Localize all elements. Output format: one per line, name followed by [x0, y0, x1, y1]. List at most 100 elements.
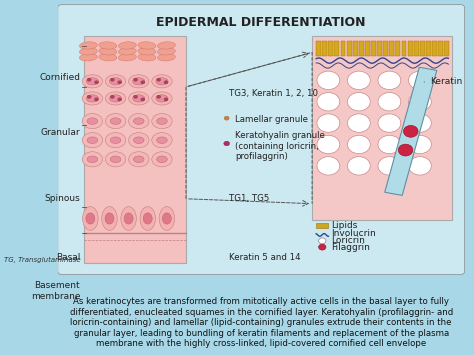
- Ellipse shape: [86, 78, 99, 85]
- Circle shape: [409, 93, 431, 111]
- Ellipse shape: [105, 213, 114, 224]
- Ellipse shape: [134, 118, 144, 124]
- Ellipse shape: [157, 48, 175, 55]
- Text: EPIDERMAL DIFFERENTIATION: EPIDERMAL DIFFERENTIATION: [156, 16, 366, 29]
- Bar: [322, 41, 327, 56]
- Circle shape: [134, 95, 137, 98]
- FancyBboxPatch shape: [84, 36, 186, 263]
- Text: Spinous: Spinous: [45, 194, 80, 203]
- Bar: [432, 41, 437, 56]
- Ellipse shape: [157, 137, 167, 143]
- Circle shape: [317, 135, 340, 154]
- Bar: [335, 41, 339, 56]
- Circle shape: [409, 135, 431, 154]
- Ellipse shape: [99, 48, 117, 55]
- Circle shape: [94, 98, 99, 101]
- Circle shape: [317, 157, 340, 175]
- Ellipse shape: [128, 92, 149, 105]
- Circle shape: [141, 81, 145, 84]
- Circle shape: [378, 157, 401, 175]
- Ellipse shape: [152, 152, 172, 167]
- Circle shape: [409, 114, 431, 132]
- Ellipse shape: [163, 213, 171, 224]
- Ellipse shape: [118, 48, 137, 55]
- Ellipse shape: [105, 133, 126, 148]
- Circle shape: [409, 71, 431, 89]
- Ellipse shape: [152, 133, 172, 148]
- Circle shape: [347, 157, 370, 175]
- Bar: [365, 41, 370, 56]
- Ellipse shape: [86, 213, 95, 224]
- Ellipse shape: [105, 152, 126, 167]
- Circle shape: [141, 98, 145, 101]
- Text: Filaggrin: Filaggrin: [332, 242, 371, 252]
- Ellipse shape: [82, 207, 98, 230]
- Circle shape: [347, 135, 370, 154]
- Circle shape: [378, 135, 401, 154]
- Ellipse shape: [159, 207, 174, 230]
- Circle shape: [319, 238, 326, 244]
- Text: TG1, TG5: TG1, TG5: [228, 194, 269, 203]
- Circle shape: [87, 95, 91, 98]
- Ellipse shape: [87, 137, 98, 143]
- Circle shape: [409, 157, 431, 175]
- Ellipse shape: [110, 156, 121, 163]
- Ellipse shape: [118, 42, 137, 49]
- Text: Keratohyalin granule
(containing loricrin,
profilaggrin): Keratohyalin granule (containing loricri…: [235, 131, 325, 161]
- Circle shape: [87, 78, 91, 81]
- Text: As keratinocytes are transformed from mitotically active cells in the basal laye: As keratinocytes are transformed from mi…: [70, 297, 453, 348]
- Ellipse shape: [134, 156, 144, 163]
- Ellipse shape: [109, 78, 122, 85]
- Ellipse shape: [133, 78, 145, 85]
- Bar: [408, 41, 412, 56]
- Bar: [328, 41, 333, 56]
- Circle shape: [317, 71, 340, 89]
- Ellipse shape: [156, 95, 168, 102]
- Circle shape: [317, 114, 340, 132]
- Text: Keratin 5 and 14: Keratin 5 and 14: [228, 253, 301, 262]
- FancyBboxPatch shape: [312, 36, 453, 220]
- Text: TG, Transglutaminase: TG, Transglutaminase: [4, 257, 80, 263]
- Ellipse shape: [86, 95, 99, 102]
- Circle shape: [224, 141, 229, 146]
- Ellipse shape: [138, 42, 156, 49]
- Ellipse shape: [118, 54, 137, 61]
- Circle shape: [134, 78, 137, 81]
- Circle shape: [94, 81, 99, 84]
- Bar: [316, 41, 321, 56]
- Ellipse shape: [140, 207, 155, 230]
- Ellipse shape: [128, 114, 149, 129]
- Text: Lipids: Lipids: [332, 221, 358, 230]
- Ellipse shape: [152, 114, 172, 129]
- Ellipse shape: [82, 92, 102, 105]
- Ellipse shape: [138, 54, 156, 61]
- Ellipse shape: [128, 152, 149, 167]
- Polygon shape: [385, 67, 437, 195]
- Text: Cornified: Cornified: [39, 72, 80, 82]
- Circle shape: [317, 93, 340, 111]
- Ellipse shape: [105, 75, 126, 88]
- Circle shape: [224, 116, 229, 120]
- Ellipse shape: [134, 137, 144, 143]
- Ellipse shape: [128, 75, 149, 88]
- Circle shape: [398, 144, 413, 156]
- Circle shape: [164, 81, 168, 84]
- Circle shape: [319, 244, 326, 250]
- Bar: [426, 41, 431, 56]
- Circle shape: [110, 78, 114, 81]
- Bar: [420, 41, 425, 56]
- Ellipse shape: [82, 152, 102, 167]
- Ellipse shape: [80, 42, 97, 49]
- Bar: [377, 41, 382, 56]
- Circle shape: [110, 95, 114, 98]
- Bar: [438, 41, 443, 56]
- Ellipse shape: [156, 78, 168, 85]
- Bar: [383, 41, 388, 56]
- Ellipse shape: [102, 207, 117, 230]
- Bar: [414, 41, 419, 56]
- Ellipse shape: [124, 213, 133, 224]
- Ellipse shape: [157, 54, 175, 61]
- Circle shape: [347, 114, 370, 132]
- Bar: [371, 41, 376, 56]
- Circle shape: [378, 71, 401, 89]
